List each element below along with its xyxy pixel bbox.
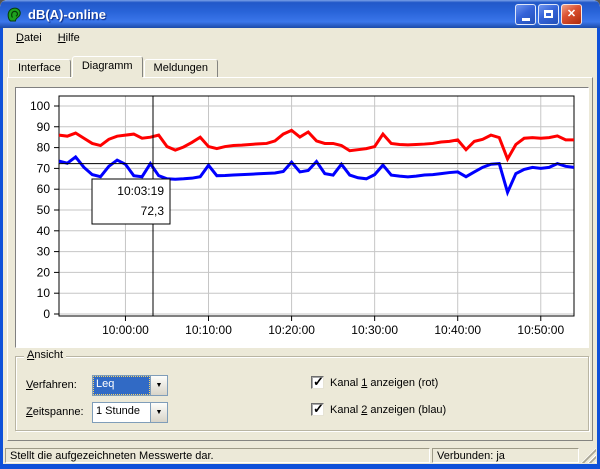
svg-text:10:20:00: 10:20:00 <box>268 323 315 337</box>
svg-text:10:40:00: 10:40:00 <box>434 323 481 337</box>
kanal2-checkbox-row: ✓ Kanal 2 anzeigen (blau) <box>311 401 447 416</box>
resize-grip[interactable] <box>581 448 596 463</box>
svg-text:10:00:00: 10:00:00 <box>102 323 149 337</box>
svg-text:20: 20 <box>37 265 51 279</box>
chart-panel: 0 10 20 30 40 50 60 70 80 90 100 10:00:00 10:10:00 10… <box>15 87 589 348</box>
menu-item-hilfe[interactable]: Hilfe <box>57 31 80 44</box>
ansicht-groupbox: Ansicht Verfahren: Leq ▼ Zeitspanne: 1 S… <box>15 349 589 431</box>
tab-diagramm[interactable]: Diagramm <box>71 56 143 77</box>
window-body: Datei Hilfe Interface Diagramm Meldungen… <box>0 28 600 469</box>
tab-interface[interactable]: Interface <box>8 59 71 77</box>
minimize-icon <box>521 17 530 21</box>
close-icon: ✕ <box>566 7 577 20</box>
svg-text:50: 50 <box>37 203 51 217</box>
kanal1-label: Kanal 1 anzeigen (rot) <box>330 376 439 389</box>
svg-text:30: 30 <box>37 245 51 259</box>
chart-svg[interactable]: 0 10 20 30 40 50 60 70 80 90 100 10:00:00 10:10:00 10… <box>16 88 588 347</box>
tab-strip: Interface Diagramm Meldungen <box>8 56 219 77</box>
close-button[interactable]: ✕ <box>561 3 582 25</box>
menu-item-datei[interactable]: Datei <box>16 31 42 44</box>
check-icon: ✓ <box>313 401 324 416</box>
kanal1-checkbox[interactable]: ✓ <box>311 374 324 389</box>
kanal2-label: Kanal 2 anzeigen (blau) <box>330 403 447 416</box>
status-bar: Stellt die aufgezeichneten Messwerte dar… <box>3 447 597 464</box>
verfahren-dropdown-button[interactable]: ▼ <box>150 376 167 395</box>
svg-text:70: 70 <box>37 161 51 175</box>
kanal2-checkbox[interactable]: ✓ <box>311 401 324 416</box>
minimize-button[interactable] <box>515 3 536 25</box>
svg-text:100: 100 <box>30 99 50 113</box>
verfahren-value: Leq <box>93 376 150 395</box>
maximize-button[interactable] <box>538 3 559 25</box>
svg-text:40: 40 <box>37 224 51 238</box>
series-line-1 <box>58 128 574 163</box>
connection-status: Verbunden: ja <box>432 448 579 463</box>
zeitspanne-value: 1 Stunde <box>96 405 141 417</box>
svg-text:80: 80 <box>37 141 51 155</box>
cursor-tooltip <box>91 178 171 225</box>
svg-text:60: 60 <box>37 182 51 196</box>
title-bar[interactable]: dB(A)-online ✕ <box>0 0 600 28</box>
svg-text:72,3: 72,3 <box>141 204 165 218</box>
kanal1-checkbox-row: ✓ Kanal 1 anzeigen (rot) <box>311 374 439 389</box>
zeitspanne-select[interactable]: 1 Stunde ▼ <box>92 402 168 423</box>
svg-text:10:50:00: 10:50:00 <box>517 323 564 337</box>
svg-text:90: 90 <box>37 120 51 134</box>
tab-page-diagramm: 0 10 20 30 40 50 60 70 80 90 100 10:00:00 10:10:00 10… <box>7 77 593 441</box>
groupbox-title: Ansicht <box>24 349 67 361</box>
status-message: Stellt die aufgezeichneten Messwerte dar… <box>5 448 430 463</box>
svg-text:10:10:00: 10:10:00 <box>185 323 232 337</box>
svg-text:10: 10 <box>37 286 51 300</box>
verfahren-label: Verfahren: <box>26 379 77 391</box>
series-line-2 <box>58 154 575 197</box>
check-icon: ✓ <box>313 374 324 389</box>
menu-bar: Datei Hilfe <box>3 28 597 47</box>
zeitspanne-label: Zeitspanne: <box>26 406 84 418</box>
tab-meldungen[interactable]: Meldungen <box>143 59 218 77</box>
window-title: dB(A)-online <box>28 6 106 22</box>
svg-text:0: 0 <box>43 307 50 321</box>
zeitspanne-dropdown-button[interactable]: ▼ <box>150 403 167 422</box>
chevron-down-icon: ▼ <box>155 382 163 389</box>
ear-icon <box>7 7 21 21</box>
svg-text:10:03:19: 10:03:19 <box>117 184 164 198</box>
maximize-icon <box>544 10 553 18</box>
verfahren-select[interactable]: Leq ▼ <box>92 375 168 396</box>
svg-text:10:30:00: 10:30:00 <box>351 323 398 337</box>
chevron-down-icon: ▼ <box>155 409 163 416</box>
